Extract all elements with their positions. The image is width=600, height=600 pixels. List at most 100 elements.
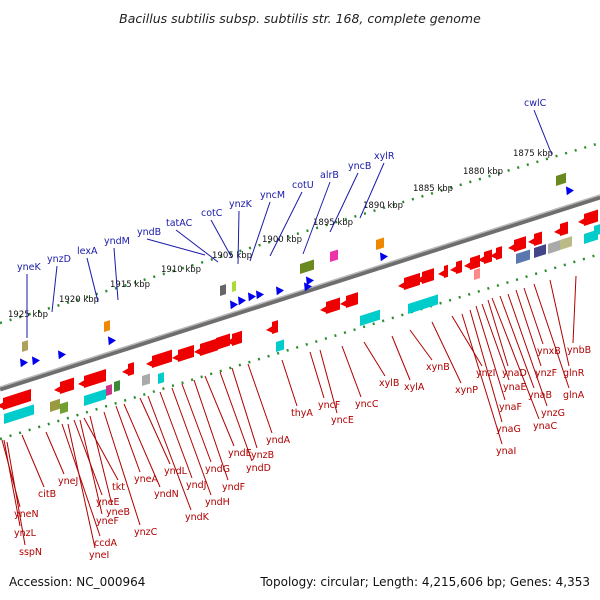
feature-block bbox=[60, 401, 68, 414]
forward-gene-arrow bbox=[306, 276, 314, 286]
gene-label-ynda: yndA bbox=[266, 435, 291, 446]
forward-gene-arrow bbox=[230, 300, 238, 310]
cds-band bbox=[360, 309, 380, 326]
reverse-gene-block bbox=[178, 344, 194, 362]
gene-label-ynek: yneK bbox=[17, 262, 41, 273]
cds-band bbox=[4, 404, 34, 424]
feature-block bbox=[548, 240, 560, 254]
bottom-leader-line bbox=[67, 423, 96, 549]
gene-label-yndl: yndL bbox=[164, 466, 188, 477]
bottom-leader-line bbox=[487, 299, 509, 367]
gene-label-yncc: yncC bbox=[355, 399, 379, 410]
top-leader-line bbox=[533, 109, 553, 156]
gene-label-ynac: ynaC bbox=[533, 421, 557, 432]
bottom-leader-line bbox=[219, 371, 253, 462]
gene-label-ynzd: ynzD bbox=[47, 254, 71, 265]
kbp-tick-label: 1915 kbp bbox=[110, 280, 150, 290]
gene-label-ynbb: ynbB bbox=[567, 345, 591, 356]
bottom-leader-line bbox=[431, 321, 462, 384]
genome-backbone-highlight bbox=[0, 194, 600, 388]
reverse-gene-arrow-head bbox=[438, 268, 447, 278]
gene-label-ynzb: ynzB bbox=[251, 450, 274, 461]
top-leader-line bbox=[249, 201, 271, 262]
kbp-tick-label: 1900 kbp bbox=[262, 235, 302, 245]
forward-gene-arrow bbox=[566, 186, 574, 196]
gene-label-xynp: xynP bbox=[455, 385, 478, 396]
feature-block bbox=[114, 380, 120, 392]
forward-gene-arrow bbox=[32, 356, 40, 366]
gene-label-alrb: alrB bbox=[320, 170, 339, 181]
gene-label-cotc: cotC bbox=[201, 208, 223, 219]
bottom-leader-line bbox=[115, 405, 141, 473]
bottom-leader-line bbox=[475, 305, 506, 401]
feature-block bbox=[50, 398, 60, 412]
reverse-gene-block bbox=[152, 349, 172, 368]
gene-label-yndh: yndH bbox=[205, 497, 230, 508]
bottom-leader-line bbox=[6, 441, 26, 546]
feature-block bbox=[142, 373, 150, 386]
kbp-tick-label: 1910 kbp bbox=[161, 265, 201, 275]
gene-label-yndn: yndN bbox=[154, 489, 179, 500]
bottom-leader-line bbox=[341, 345, 362, 398]
gene-label-ynzg: ynzG bbox=[541, 408, 565, 419]
forward-gene-arrow bbox=[238, 296, 246, 306]
reverse-gene-block bbox=[232, 330, 242, 346]
reverse-gene-arrow-head bbox=[398, 280, 407, 290]
bottom-leader-line bbox=[181, 383, 212, 463]
gene-label-ynzc: ynzC bbox=[134, 527, 158, 538]
feature-block bbox=[516, 249, 530, 264]
top-leader-line bbox=[329, 172, 359, 233]
reverse-gene-block bbox=[326, 297, 340, 314]
forward-gene-arrow bbox=[58, 350, 66, 360]
gene-label-ynai: ynaI bbox=[496, 446, 516, 457]
bottom-leader-line bbox=[159, 391, 193, 479]
bottom-leader-line bbox=[451, 315, 483, 367]
bottom-leader-line bbox=[499, 295, 535, 389]
kbp-tick-label: 1885 kbp bbox=[413, 184, 453, 194]
gene-label-yncf: yncF bbox=[318, 400, 340, 411]
reverse-gene-arrow-head bbox=[340, 298, 349, 308]
gene-label-ynzf: ynzF bbox=[535, 368, 557, 379]
feature-block bbox=[560, 236, 572, 250]
top-leader-line bbox=[51, 265, 58, 313]
reverse-gene-block bbox=[514, 236, 526, 252]
bottom-leader-line bbox=[247, 363, 273, 434]
feature-block bbox=[594, 224, 600, 236]
forward-gene-arrow bbox=[256, 290, 264, 300]
gene-label-ynae: ynaE bbox=[503, 382, 526, 393]
gene-label-ynej: yneJ bbox=[58, 476, 78, 487]
gene-label-cotu: cotU bbox=[292, 180, 314, 191]
top-leader-line bbox=[146, 238, 206, 256]
reverse-gene-arrow-head bbox=[266, 324, 275, 334]
bottom-leader-line bbox=[139, 397, 171, 465]
bottom-leader-line bbox=[572, 275, 577, 344]
feature-block bbox=[376, 237, 384, 250]
gene-label-yncb: yncB bbox=[348, 161, 371, 172]
bottom-leader-line bbox=[79, 419, 103, 515]
top-leader-line bbox=[269, 191, 303, 257]
bottom-leader-line bbox=[73, 419, 103, 496]
gene-label-xylb: xylB bbox=[379, 378, 399, 389]
reverse-gene-block bbox=[200, 338, 218, 356]
bottom-leader-line bbox=[469, 309, 503, 423]
gene-label-ynab: ynaB bbox=[528, 390, 552, 401]
reverse-gene-block bbox=[470, 254, 480, 270]
map-title: Bacillus subtilis subsp. subtilis str. 1… bbox=[119, 11, 481, 26]
gene-label-yndg: yndG bbox=[205, 464, 230, 475]
gene-label-glnr: glnR bbox=[563, 368, 585, 379]
bottom-leader-line bbox=[481, 303, 510, 381]
kbp-tick-label: 1905 kbp bbox=[212, 251, 252, 261]
bottom-leader-line bbox=[231, 367, 258, 449]
feature-block bbox=[556, 172, 566, 186]
gene-label-ynad: ynaD bbox=[502, 368, 527, 379]
bottom-leader-line bbox=[83, 417, 119, 481]
bottom-leader-line bbox=[281, 359, 298, 407]
cds-band bbox=[158, 372, 164, 384]
bottom-leader-line bbox=[103, 411, 141, 526]
bottom-leader-line bbox=[363, 341, 386, 377]
reverse-gene-block bbox=[60, 377, 74, 394]
gene-label-xylr: xylR bbox=[374, 151, 395, 162]
kbp-tick-label: 1875 kbp bbox=[513, 149, 553, 159]
bottom-leader-line bbox=[549, 279, 570, 367]
